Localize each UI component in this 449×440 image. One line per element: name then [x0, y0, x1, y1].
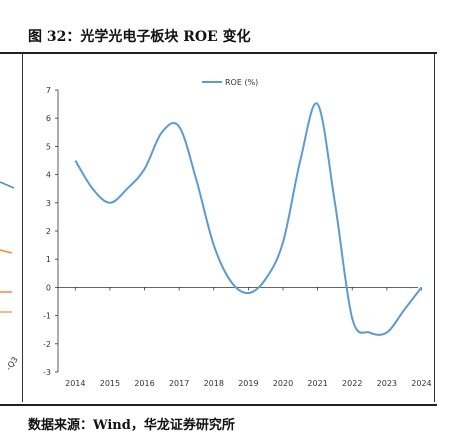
x-tick-label: 2015 — [100, 379, 120, 388]
y-tick-label: 3 — [46, 199, 51, 208]
y-tick-label: 6 — [46, 114, 51, 123]
y-tick-label: -3 — [43, 368, 51, 377]
left-fragment-orange-line-1 — [0, 249, 13, 254]
y-tick-label: 0 — [46, 283, 51, 292]
x-tick-label: 2021 — [307, 379, 327, 388]
x-tick-label: 2017 — [169, 379, 189, 388]
x-tick-label: 2016 — [134, 379, 154, 388]
left-fragment-tick-label: -Q3 — [4, 355, 20, 372]
chart-legend: ROE (%) — [202, 78, 258, 87]
y-tick-label: -2 — [43, 340, 51, 349]
y-tick-label: -1 — [43, 312, 51, 321]
x-axis: 2014 2015 2016 2017 2018 2019 2020 2021 2022 2023… — [58, 286, 432, 388]
left-fragment-blue-line — [0, 181, 15, 189]
right-chart-border — [434, 54, 435, 402]
x-tick-label: 2019 — [238, 379, 258, 388]
series-line-roe — [74, 102, 423, 336]
figure-title: 图 32：光学光电子板块 ROE 变化 — [28, 29, 251, 45]
left-chart-panel — [0, 54, 23, 402]
y-axis: -3 -2 -1 0 1 2 3 4 5 6 7 — [43, 86, 59, 377]
x-tick-label: 2024 — [411, 379, 431, 388]
top-divider — [0, 52, 437, 54]
y-tick-label: 1 — [46, 255, 51, 264]
y-tick-label: 2 — [46, 227, 51, 236]
y-tick-label: 5 — [46, 142, 51, 151]
y-tick-label: 7 — [46, 86, 51, 95]
data-source-note: 数据来源：Wind，华龙证券研究所 — [28, 418, 235, 433]
left-chart-fragment: -Q3 — [0, 54, 22, 402]
x-tick-label: 2023 — [377, 379, 397, 388]
left-chart-fragment-svg: -Q3 — [0, 181, 20, 372]
x-tick-label: 2018 — [204, 379, 224, 388]
series-group — [74, 102, 423, 336]
legend-label: ROE (%) — [225, 78, 258, 87]
x-tick-label: 2020 — [273, 379, 293, 388]
x-tick-label: 2014 — [65, 379, 85, 388]
x-tick-label: 2022 — [342, 379, 362, 388]
bottom-divider — [0, 404, 437, 406]
y-tick-label: 4 — [46, 171, 51, 180]
